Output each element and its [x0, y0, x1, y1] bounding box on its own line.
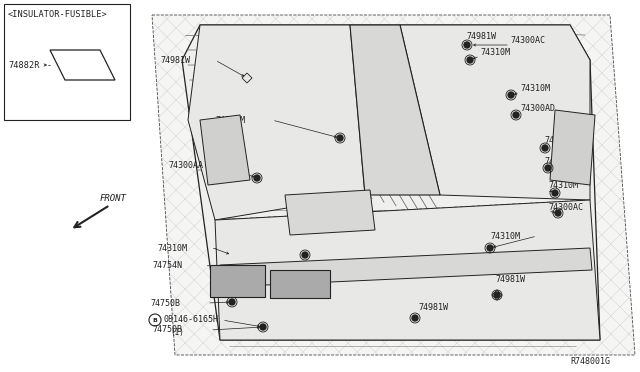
Text: 74981W: 74981W	[418, 304, 448, 312]
Circle shape	[412, 315, 418, 321]
Polygon shape	[215, 200, 600, 340]
Text: 74300AC: 74300AC	[510, 35, 545, 45]
Text: 74754: 74754	[225, 291, 250, 299]
Circle shape	[467, 57, 473, 63]
Text: 74310M: 74310M	[490, 231, 520, 241]
Text: (1): (1)	[170, 327, 184, 337]
Polygon shape	[350, 25, 440, 195]
Circle shape	[260, 324, 266, 330]
Text: FRONT: FRONT	[100, 193, 127, 202]
Text: 74754N: 74754N	[152, 260, 182, 269]
Text: 74300AD: 74300AD	[520, 103, 555, 112]
Text: B: B	[152, 317, 157, 323]
Text: 74300AD: 74300AD	[544, 157, 579, 166]
Text: 74750B: 74750B	[152, 326, 182, 334]
Circle shape	[254, 175, 260, 181]
Circle shape	[542, 145, 548, 151]
Text: 74300AA: 74300AA	[168, 160, 203, 170]
Circle shape	[487, 245, 493, 251]
Circle shape	[555, 210, 561, 216]
Text: 74981W: 74981W	[160, 55, 190, 64]
Circle shape	[464, 42, 470, 48]
Text: 74981W: 74981W	[466, 32, 496, 41]
Text: 74310M: 74310M	[480, 48, 510, 57]
Text: 74310M: 74310M	[157, 244, 187, 253]
Polygon shape	[188, 25, 365, 220]
Text: 74981W: 74981W	[495, 276, 525, 285]
Text: 74310M: 74310M	[215, 115, 245, 125]
Text: <INSULATOR-FUSIBLE>: <INSULATOR-FUSIBLE>	[8, 10, 108, 19]
Polygon shape	[550, 110, 595, 185]
Circle shape	[513, 112, 519, 118]
Polygon shape	[152, 15, 635, 355]
Text: R748001G: R748001G	[570, 357, 610, 366]
Text: 74750B: 74750B	[150, 298, 180, 308]
Polygon shape	[285, 190, 375, 235]
Bar	[210, 265, 265, 297]
Polygon shape	[200, 115, 250, 185]
Text: 74300AC: 74300AC	[544, 135, 579, 144]
Polygon shape	[220, 248, 592, 287]
Bar	[270, 270, 330, 298]
Circle shape	[229, 299, 235, 305]
Polygon shape	[400, 25, 590, 200]
Polygon shape	[182, 25, 600, 340]
Circle shape	[494, 292, 500, 298]
Text: 74300AC: 74300AC	[548, 202, 583, 212]
Text: 74310M: 74310M	[520, 83, 550, 93]
Circle shape	[552, 190, 558, 196]
Circle shape	[337, 135, 343, 141]
Circle shape	[508, 92, 514, 98]
Circle shape	[302, 252, 308, 258]
Bar	[4, 4, 130, 120]
Text: 74882R: 74882R	[8, 61, 40, 70]
Circle shape	[545, 165, 551, 171]
Text: 74310M: 74310M	[548, 180, 578, 189]
Text: 08146-6165H: 08146-6165H	[163, 315, 218, 324]
